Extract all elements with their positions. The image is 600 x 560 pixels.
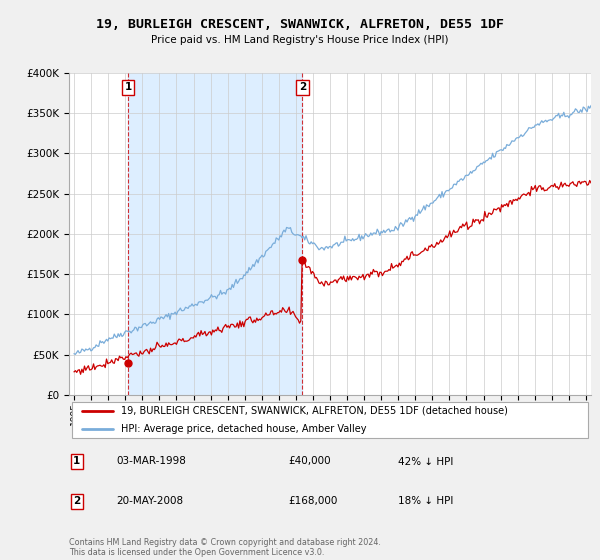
Text: 19, BURLEIGH CRESCENT, SWANWICK, ALFRETON, DE55 1DF: 19, BURLEIGH CRESCENT, SWANWICK, ALFRETO… <box>96 17 504 31</box>
Text: £40,000: £40,000 <box>288 456 331 466</box>
Text: Price paid vs. HM Land Registry's House Price Index (HPI): Price paid vs. HM Land Registry's House … <box>151 35 449 45</box>
Text: 2: 2 <box>299 82 306 92</box>
Text: HPI: Average price, detached house, Amber Valley: HPI: Average price, detached house, Ambe… <box>121 424 367 434</box>
Text: 1: 1 <box>125 82 132 92</box>
Text: 03-MAR-1998: 03-MAR-1998 <box>116 456 186 466</box>
Text: 42% ↓ HPI: 42% ↓ HPI <box>398 456 453 466</box>
Text: 1: 1 <box>73 456 80 466</box>
Text: 20-MAY-2008: 20-MAY-2008 <box>116 496 183 506</box>
Text: £168,000: £168,000 <box>288 496 338 506</box>
Text: 18% ↓ HPI: 18% ↓ HPI <box>398 496 453 506</box>
Text: 2: 2 <box>73 496 80 506</box>
Text: 19, BURLEIGH CRESCENT, SWANWICK, ALFRETON, DE55 1DF (detached house): 19, BURLEIGH CRESCENT, SWANWICK, ALFRETO… <box>121 406 508 416</box>
Text: Contains HM Land Registry data © Crown copyright and database right 2024.
This d: Contains HM Land Registry data © Crown c… <box>69 538 381 557</box>
FancyBboxPatch shape <box>71 402 589 438</box>
Bar <box>128 73 302 395</box>
